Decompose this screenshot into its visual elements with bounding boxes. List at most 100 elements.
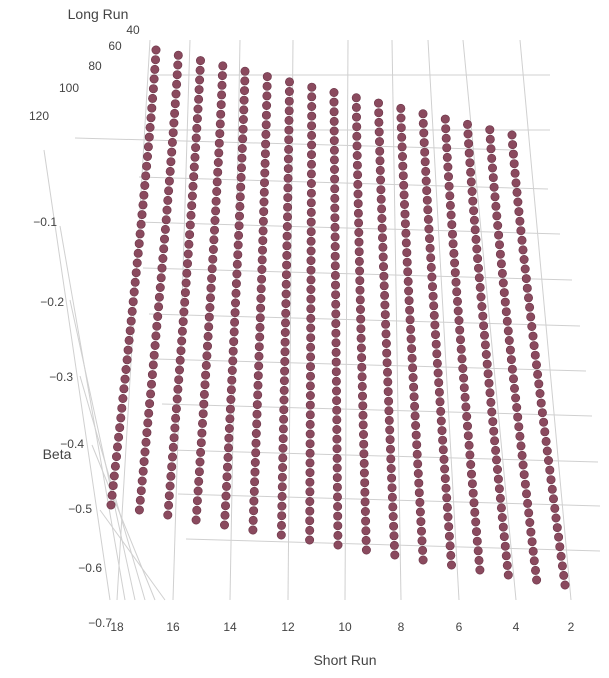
data-point <box>234 221 244 231</box>
data-point <box>185 220 195 230</box>
data-point <box>507 130 517 140</box>
data-point <box>552 523 562 533</box>
z-axis-title: Beta <box>43 446 72 462</box>
data-point <box>386 463 396 473</box>
data-point <box>359 449 369 459</box>
data-point <box>427 272 437 282</box>
data-point <box>248 525 258 535</box>
data-point <box>235 211 245 221</box>
data-point <box>171 413 181 423</box>
data-point <box>396 113 406 123</box>
data-point <box>197 428 207 438</box>
data-point <box>464 440 474 450</box>
data-point <box>237 163 247 173</box>
data-point <box>258 236 268 246</box>
data-point <box>282 241 292 251</box>
data-point <box>284 135 294 145</box>
data-point <box>176 346 186 356</box>
data-point <box>332 482 342 492</box>
data-point <box>461 402 471 412</box>
data-point <box>155 282 165 292</box>
data-point <box>413 468 423 478</box>
data-point <box>305 362 315 372</box>
data-point <box>181 278 191 288</box>
data-point <box>508 374 518 384</box>
data-point <box>390 550 400 560</box>
data-point <box>203 331 213 341</box>
data-point <box>306 169 316 179</box>
data-point <box>149 74 159 84</box>
data-point <box>415 507 425 517</box>
data-point <box>305 516 315 526</box>
data-point <box>491 201 501 211</box>
data-point <box>196 56 206 66</box>
data-point <box>554 532 564 542</box>
data-point <box>202 351 212 361</box>
data-point <box>559 570 569 580</box>
data-point <box>306 333 316 343</box>
data-point <box>329 136 339 146</box>
data-point <box>144 132 154 142</box>
data-point <box>144 408 154 418</box>
data-point <box>516 226 526 236</box>
data-point <box>163 195 173 205</box>
data-point <box>156 273 166 283</box>
data-point <box>211 196 221 206</box>
data-point <box>184 239 194 249</box>
data-point <box>357 381 367 391</box>
grid-line <box>427 39 460 601</box>
data-point <box>125 326 135 336</box>
z-tick: −0.5 <box>68 502 92 516</box>
data-point <box>222 472 232 482</box>
data-point <box>261 110 271 120</box>
data-point <box>172 79 182 89</box>
data-point <box>306 275 316 285</box>
data-point <box>177 326 187 336</box>
data-point <box>358 429 368 439</box>
data-point <box>376 194 386 204</box>
data-point <box>375 165 385 175</box>
data-point <box>432 358 442 368</box>
data-point <box>355 295 365 305</box>
data-point <box>306 188 316 198</box>
data-point <box>220 510 230 520</box>
data-point <box>230 317 240 327</box>
data-point <box>278 462 288 472</box>
data-point <box>182 268 192 278</box>
data-point <box>180 297 190 307</box>
data-point <box>213 167 223 177</box>
data-point <box>547 484 557 494</box>
data-point <box>305 390 315 400</box>
data-point <box>481 349 491 359</box>
data-point <box>466 459 476 469</box>
data-point <box>529 341 539 351</box>
data-point <box>397 132 407 142</box>
data-point <box>458 363 468 373</box>
data-point <box>134 239 144 249</box>
data-point <box>408 372 418 382</box>
data-point <box>515 431 525 441</box>
data-point <box>169 433 179 443</box>
data-point <box>473 254 483 264</box>
data-point <box>459 373 469 383</box>
data-point <box>224 443 234 453</box>
data-point <box>250 477 260 487</box>
data-point <box>278 424 288 434</box>
data-point <box>130 277 140 287</box>
data-point <box>282 212 292 222</box>
data-point <box>279 376 289 386</box>
data-point <box>404 296 414 306</box>
data-point <box>356 333 366 343</box>
data-point <box>468 488 478 498</box>
data-point <box>166 157 176 167</box>
data-point <box>468 196 478 206</box>
data-point <box>385 444 395 454</box>
data-point <box>353 179 363 189</box>
data-point <box>205 302 215 312</box>
data-point <box>332 473 342 483</box>
data-point <box>509 383 519 393</box>
data-point <box>431 339 441 349</box>
x-tick: 10 <box>338 620 352 634</box>
z-tick: −0.2 <box>40 295 64 309</box>
data-point <box>283 154 293 164</box>
